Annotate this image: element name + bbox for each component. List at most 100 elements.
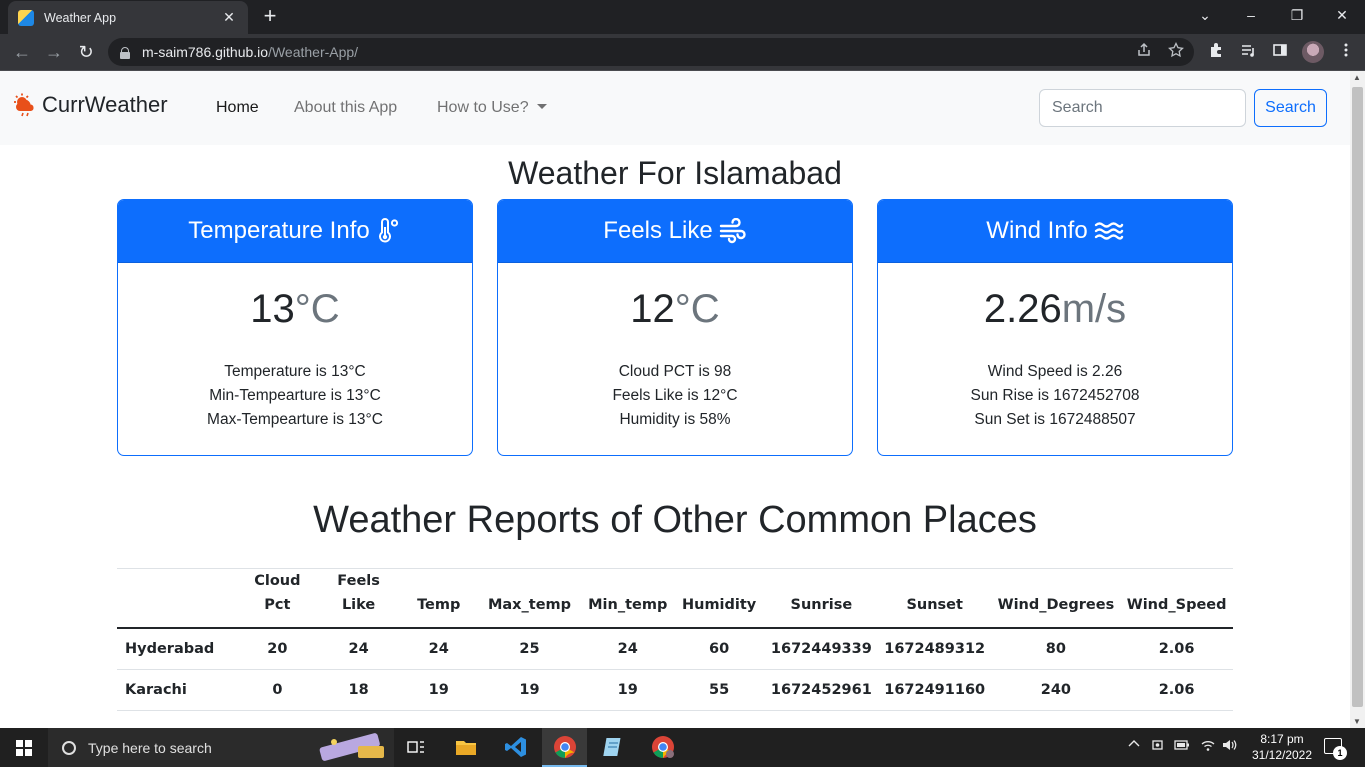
card-title: Feels Like — [603, 217, 713, 244]
extensions-icon[interactable] — [1206, 42, 1226, 62]
cloud-sun-rain-icon — [14, 93, 34, 117]
table-header: Wind_Speed — [1120, 568, 1233, 629]
battery-icon[interactable] — [1174, 738, 1190, 755]
chevron-up-icon[interactable] — [1128, 738, 1140, 753]
file-explorer-icon[interactable] — [454, 735, 478, 759]
card-header: Temperature Info — [118, 200, 472, 263]
site-navbar: CurrWeather Home About this App How to U… — [0, 71, 1350, 145]
big-value: 12°C — [498, 283, 852, 335]
volume-icon[interactable] — [1222, 738, 1238, 755]
profile-avatar[interactable] — [1302, 41, 1324, 63]
table-cell: 19 — [400, 669, 477, 711]
table-cell: 18 — [316, 669, 401, 711]
nav-how-to-use-dropdown[interactable]: How to Use? — [437, 99, 547, 117]
detail-lines: Wind Speed is 2.26 Sun Rise is 167245270… — [878, 360, 1232, 432]
back-button[interactable]: ← — [13, 42, 31, 62]
brand[interactable]: CurrWeather — [12, 92, 168, 118]
table-header: Cloud Pct — [238, 568, 317, 629]
temperature-card: Temperature Info 13°C Temperature is 13°… — [117, 199, 473, 456]
table-header: Sunrise — [764, 568, 878, 629]
header-feels: Feels — [337, 573, 380, 589]
chrome-profile-icon[interactable] — [651, 735, 675, 759]
header-like: Like — [341, 597, 376, 613]
reload-button[interactable]: ↻ — [78, 42, 94, 62]
nav-how-to-use-label: How to Use? — [437, 99, 529, 116]
search-input[interactable] — [1039, 89, 1246, 127]
nav-home-link[interactable]: Home — [216, 99, 259, 116]
wifi-icon[interactable] — [1200, 738, 1216, 755]
restore-button[interactable]: ❐ — [1290, 7, 1304, 23]
wind-icon — [719, 218, 746, 244]
card-header: Wind Info — [878, 200, 1232, 263]
taskbar-clock[interactable]: 8:17 pm 31/12/2022 — [1250, 731, 1314, 763]
table-cell: 24 — [400, 628, 477, 670]
tab-close-icon[interactable]: ✕ — [223, 9, 235, 25]
start-button[interactable] — [16, 740, 32, 756]
detail-line: Cloud PCT is 98 — [618, 363, 732, 380]
table-cell: 0 — [238, 669, 317, 711]
table-row: Hyderabad 20 24 24 25 24 60 1672449339 1… — [117, 628, 1233, 670]
nav-about-link[interactable]: About this App — [294, 99, 398, 116]
table-cell: 2.06 — [1120, 669, 1233, 711]
forward-button[interactable]: → — [45, 42, 63, 62]
table-cell: 80 — [991, 628, 1121, 670]
table-cell: 20 — [238, 628, 317, 670]
detail-lines: Cloud PCT is 98 Feels Like is 12°C Humid… — [498, 360, 852, 432]
temperature-value: 13 — [250, 287, 295, 331]
table-header: Sunset — [877, 568, 992, 629]
tab-search-chevron-icon[interactable]: ⌄ — [1199, 7, 1211, 23]
search-button[interactable]: Search — [1254, 89, 1327, 127]
url-host: m-saim786.github.io — [142, 44, 269, 60]
table-header: Humidity — [673, 568, 765, 629]
lock-icon[interactable] — [120, 46, 130, 59]
table-header: Max_temp — [476, 568, 583, 629]
card-header: Feels Like — [498, 200, 852, 263]
detail-line: Sun Rise is 1672452708 — [970, 387, 1140, 404]
scroll-up-icon[interactable]: ▲ — [1353, 73, 1361, 82]
weather-table: Cloud Pct Feels Like Temp Max_temp Min_te… — [117, 568, 1233, 711]
table-heading: Weather Reports of Other Common Places — [313, 499, 1037, 541]
table-header: Wind_Degrees — [991, 568, 1121, 629]
vscode-icon[interactable] — [504, 735, 528, 759]
table-row: Karachi 0 18 19 19 19 55 1672452961 1672… — [117, 669, 1233, 711]
detail-line: Min-Tempearture is 13°C — [209, 387, 381, 404]
scrollbar-thumb[interactable] — [1352, 87, 1363, 707]
share-icon[interactable] — [1134, 42, 1154, 62]
detail-line: Temperature is 13°C — [224, 363, 366, 380]
new-tab-button[interactable]: + — [263, 3, 277, 28]
page-scrollbar[interactable]: ▲ ▼ — [1350, 71, 1365, 728]
web-page: CurrWeather Home About this App How to U… — [0, 71, 1350, 728]
wind-card: Wind Info 2.26m/s Wind Speed is 2.26 Sun… — [877, 199, 1233, 456]
window-close-button[interactable]: ✕ — [1336, 7, 1348, 23]
table-cell: 1672489312 — [877, 628, 992, 670]
minimize-button[interactable]: – — [1247, 7, 1255, 23]
meet-now-icon[interactable] — [1152, 738, 1166, 755]
detail-line: Wind Speed is 2.26 — [987, 363, 1123, 380]
table-header-row: Cloud Pct Feels Like Temp Max_temp Min_te… — [117, 568, 1233, 629]
table-cell: 60 — [673, 628, 765, 670]
table-cell: 55 — [673, 669, 765, 711]
table-cell: 2.06 — [1120, 628, 1233, 670]
detail-line: Max-Tempearture is 13°C — [207, 411, 383, 428]
taskbar-search[interactable]: Type here to search — [48, 728, 394, 767]
address-bar[interactable]: m-saim786.github.io/Weather-App/ — [108, 38, 1194, 66]
task-view-icon[interactable] — [404, 735, 428, 759]
clock-time: 8:17 pm — [1260, 732, 1304, 746]
menu-icon[interactable] — [1336, 42, 1356, 62]
table-header: Feels Like — [316, 568, 401, 629]
card-title: Temperature Info — [188, 217, 370, 244]
card-body: 13°C Temperature is 13°C Min-Tempearture… — [118, 283, 472, 432]
card-title: Wind Info — [986, 217, 1088, 244]
tab-favicon-icon — [18, 9, 34, 26]
table-cell: 19 — [582, 669, 674, 711]
media-icon[interactable] — [1238, 42, 1258, 62]
scroll-down-icon[interactable]: ▼ — [1353, 717, 1361, 726]
thermometer-icon — [378, 218, 398, 243]
notepad-icon[interactable] — [602, 735, 626, 759]
sidepanel-icon[interactable] — [1270, 42, 1290, 62]
chrome-icon[interactable] — [553, 735, 577, 759]
browser-tab[interactable]: Weather App ✕ — [8, 1, 248, 34]
star-icon[interactable] — [1166, 41, 1186, 62]
url-path: /Weather-App/ — [268, 44, 359, 60]
table-header — [117, 568, 239, 629]
